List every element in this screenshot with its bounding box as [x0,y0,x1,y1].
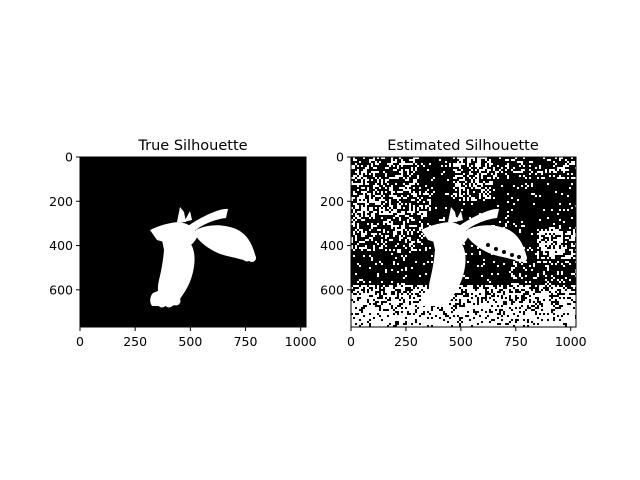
x-tick-label: 500 [178,334,202,349]
true-silhouette-shape [150,207,256,308]
y-tick-label: 400 [49,238,73,253]
estimated-silhouette-axes: 0 250 500 750 1000 0 200 400 600 [320,150,587,350]
x-tick-label: 250 [123,334,147,349]
x-tick-label: 0 [76,334,84,349]
true-silhouette-axes: 0 250 500 750 1000 0 200 400 600 [49,150,317,350]
x-tick-label: 750 [504,334,528,349]
estimated-silhouette-noise [351,157,576,327]
y-tick-label: 200 [49,194,73,209]
y-tick-label: 0 [65,150,73,165]
estimated-silhouette-panel: Estimated Silhouette [320,138,587,349]
x-tick-label: 500 [449,334,473,349]
x-tick-label: 750 [234,334,258,349]
x-tick-label: 0 [347,334,355,349]
estimated-silhouette-title: Estimated Silhouette [387,138,539,154]
y-tick-label: 200 [320,194,344,209]
true-silhouette-title: True Silhouette [137,138,247,154]
x-tick-label: 1000 [555,334,587,349]
y-tick-label: 0 [336,150,344,165]
true-silhouette-panel: True Silhouette 0 250 500 750 1000 0 200 400 600 [49,138,317,349]
x-tick-label: 1000 [285,334,317,349]
y-tick-label: 600 [49,282,73,297]
y-tick-label: 600 [320,282,344,297]
y-tick-label: 400 [320,238,344,253]
x-tick-label: 250 [394,334,418,349]
